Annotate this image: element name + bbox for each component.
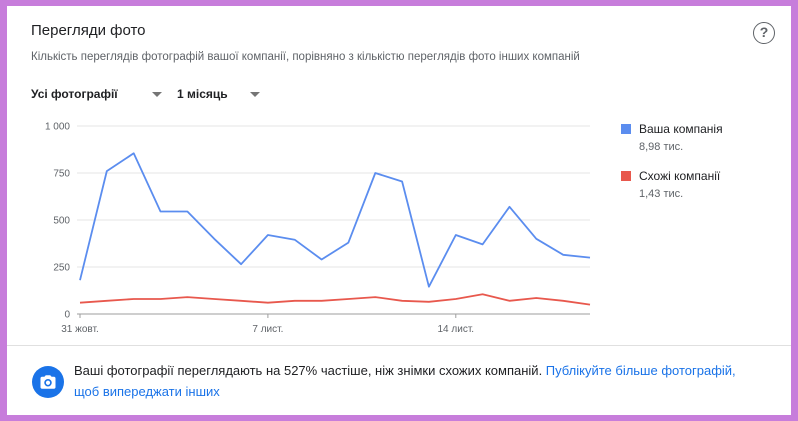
- legend-swatch: [621, 171, 631, 181]
- photos-filter-dropdown[interactable]: Усі фотографії: [31, 84, 162, 104]
- chevron-down-icon: [151, 91, 162, 97]
- photo-views-card: Перегляди фото ? Кількість переглядів фо…: [7, 6, 791, 415]
- card-title: Перегляди фото: [31, 22, 146, 39]
- card-subtitle: Кількість переглядів фотографій вашої ко…: [31, 51, 580, 63]
- camera-icon: [32, 366, 64, 398]
- chart-legend: Ваша компанія 8,98 тис. Схожі компанії 1…: [621, 122, 723, 216]
- y-tick-label: 1 000: [45, 122, 70, 133]
- divider: [7, 345, 791, 346]
- help-circle-icon[interactable]: ?: [753, 22, 775, 44]
- legend-swatch: [621, 124, 631, 134]
- publish-more-photos-link[interactable]: Публікуйте більше фотографій, щоб випере…: [74, 363, 736, 399]
- y-tick-label: 250: [53, 263, 70, 274]
- series-line-1: [79, 293, 591, 306]
- photos-filter-label: Усі фотографії: [31, 87, 118, 101]
- x-tick-label: 31 жовт.: [61, 324, 99, 335]
- insight-message: Ваші фотографії переглядають на 527% час…: [74, 360, 754, 402]
- period-filter-dropdown[interactable]: 1 місяць: [177, 84, 260, 104]
- y-tick-label: 0: [64, 310, 70, 321]
- line-chart: 0 250 500 750 1 000 31 жовт. 7 лист. 14 лист.: [45, 122, 591, 335]
- legend-item-similar-companies: Схожі компанії 1,43 тис.: [621, 169, 723, 200]
- legend-series-name: Схожі компанії: [639, 169, 721, 183]
- period-filter-label: 1 місяць: [177, 87, 228, 101]
- series-line-0: [79, 152, 591, 288]
- x-tick-label: 7 лист.: [252, 324, 283, 335]
- legend-series-total: 8,98 тис.: [639, 141, 684, 153]
- legend-series-total: 1,43 тис.: [639, 188, 684, 200]
- insight-text: Ваші фотографії переглядають на 527% час…: [74, 363, 546, 378]
- y-tick-label: 750: [53, 169, 70, 180]
- legend-series-name: Ваша компанія: [639, 122, 723, 136]
- legend-item-your-company: Ваша компанія 8,98 тис.: [621, 122, 723, 153]
- chevron-down-icon: [249, 91, 260, 97]
- y-tick-label: 500: [53, 216, 70, 227]
- x-tick-label: 14 лист.: [438, 324, 475, 335]
